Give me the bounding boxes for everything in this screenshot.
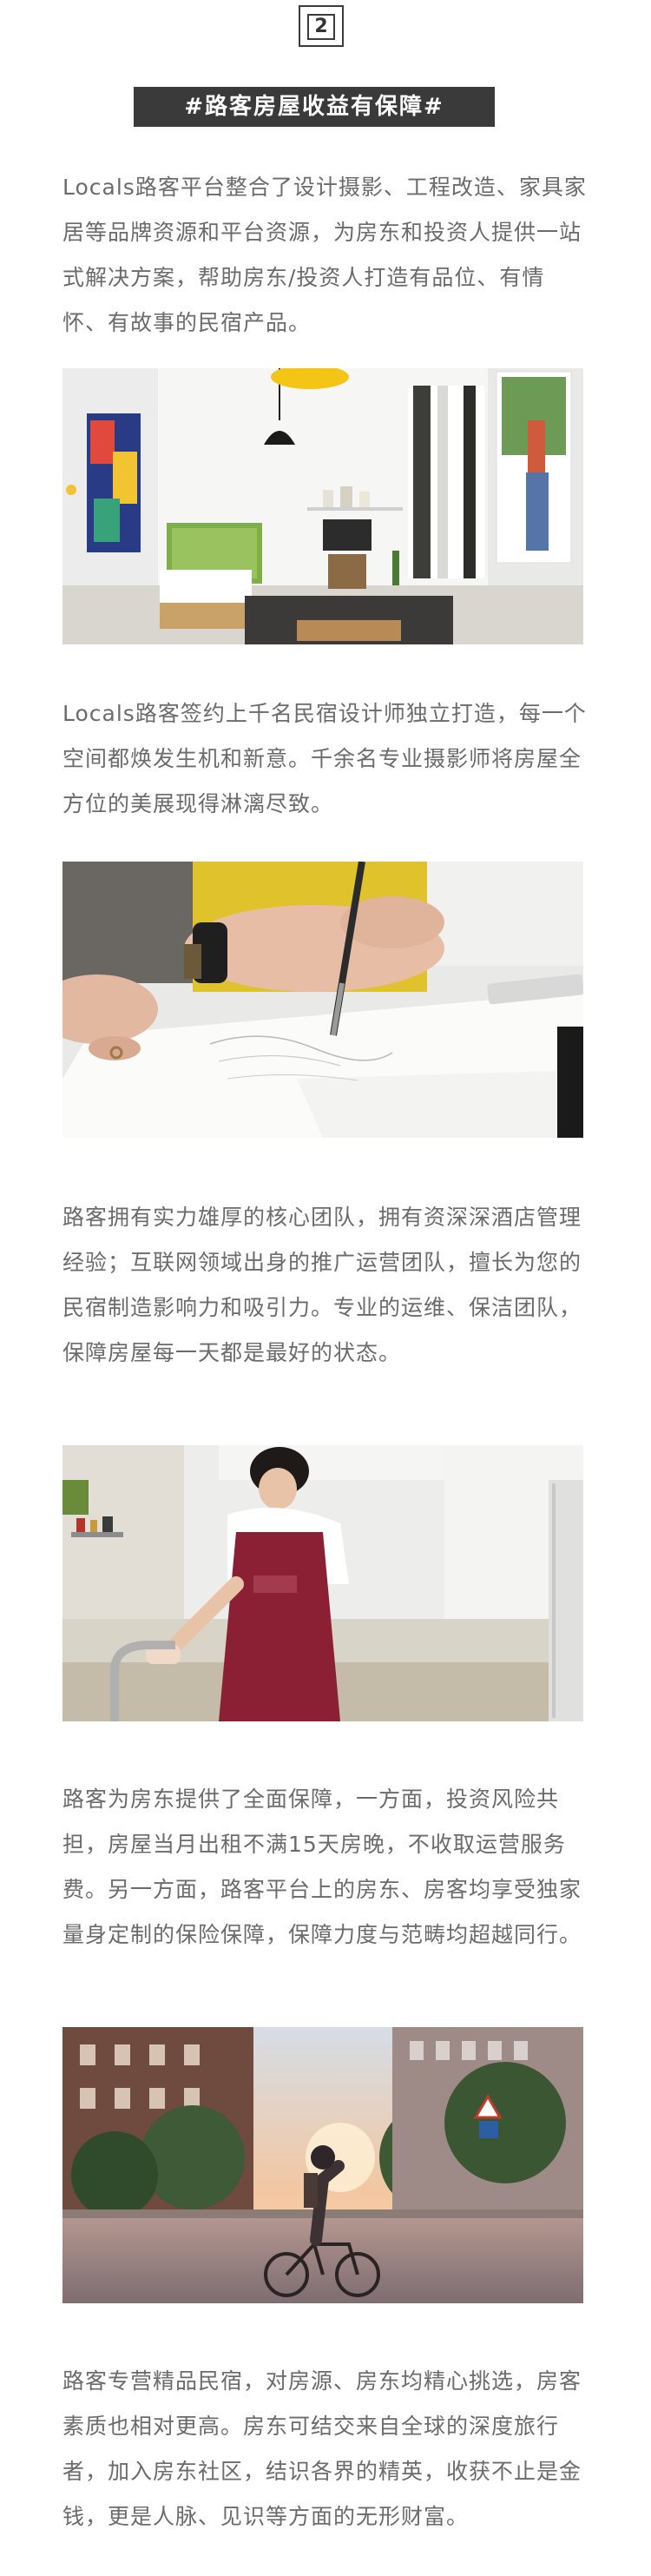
paragraph-1: Locals路客平台整合了设计摄影、工程改造、家具家居等品牌资源和平台资源，为房… — [62, 175, 587, 335]
room-interior-image — [62, 368, 583, 644]
section-number-badge: 2 — [0, 0, 651, 52]
cyclist-street-image — [62, 2027, 583, 2303]
number-frame: 2 — [299, 5, 344, 47]
paragraph-3: 路客拥有实力雄厚的核心团队，拥有资深深酒店管理经验；互联网领域出身的推广运营团队… — [62, 1205, 582, 1365]
designer-drawing-image — [62, 862, 583, 1138]
section-number: 2 — [307, 14, 335, 40]
paragraph-5: 路客专营精品民宿，对房源、房东均精心挑选，房客素质也相对更高。房东可结交来自全球… — [62, 2368, 582, 2529]
paragraph-4: 路客为房东提供了全面保障，一方面，投资风险共担，房屋当月出租不满15天房晚，不收… — [62, 1787, 582, 1947]
cleaning-staff-image — [62, 1445, 583, 1721]
paragraph-2: Locals路客签约上千名民宿设计师独立打造，每一个空间都焕发生机和新意。千余名… — [62, 701, 587, 816]
section-title: #路客房屋收益有保障# — [134, 87, 495, 127]
